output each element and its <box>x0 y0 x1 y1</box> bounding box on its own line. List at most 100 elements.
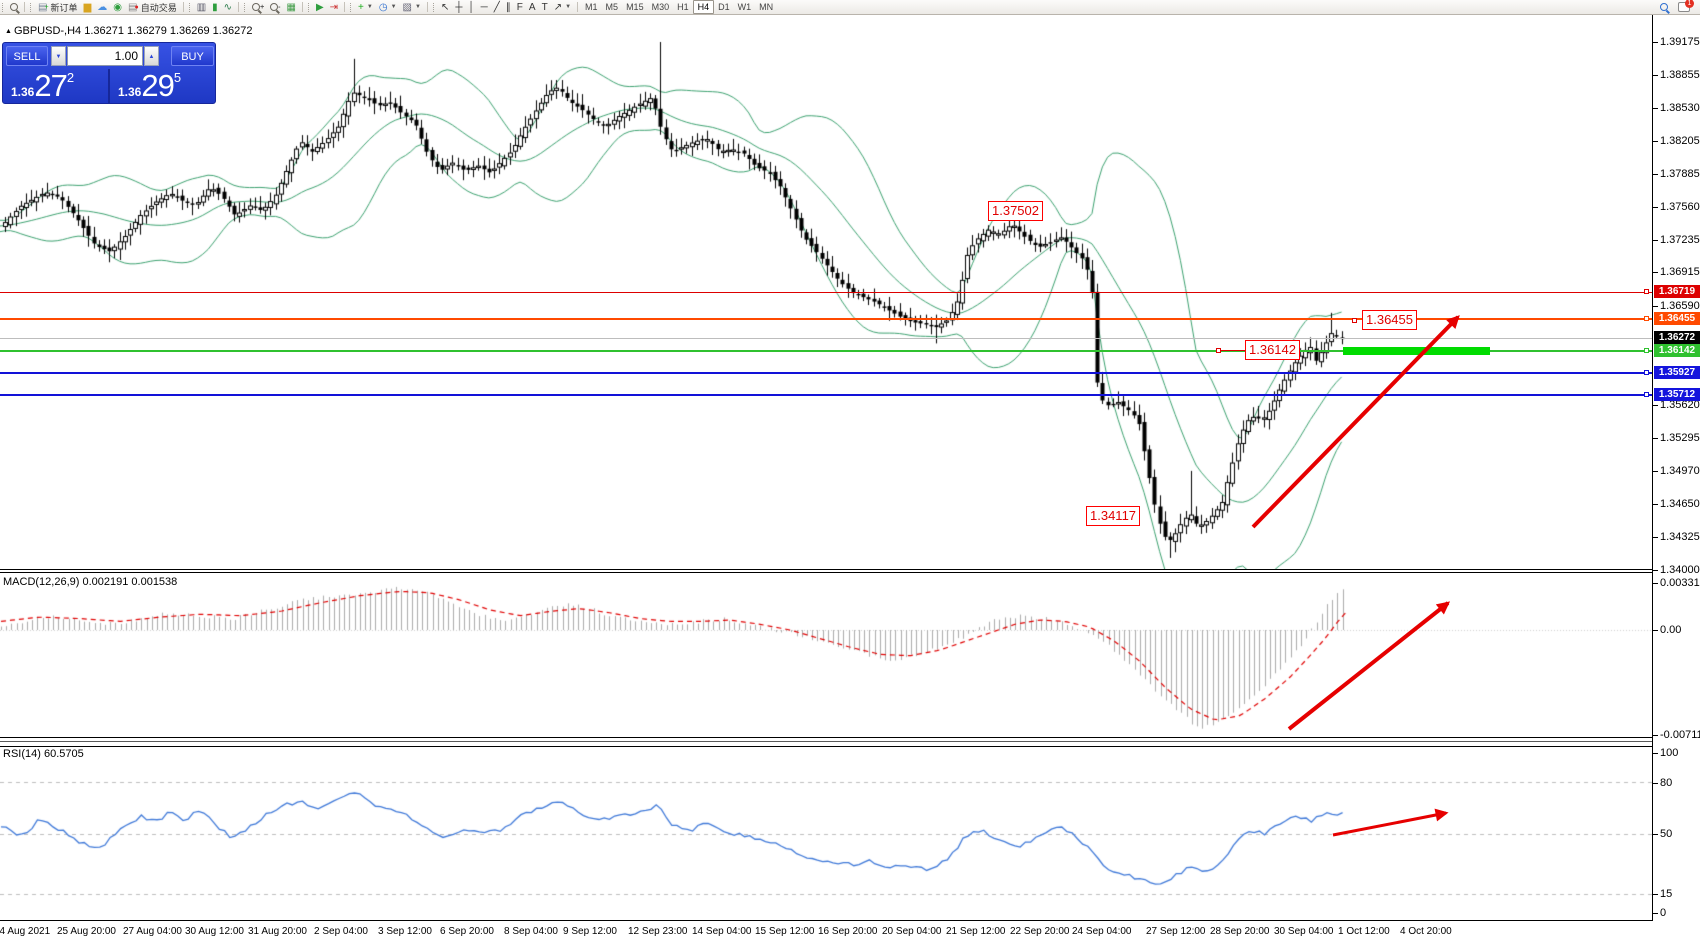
rsi-canvas[interactable] <box>0 747 1652 920</box>
volume-input[interactable] <box>67 46 143 66</box>
notifications-icon[interactable]: 1 <box>1678 0 1694 12</box>
trendline-icon: ╱ <box>493 1 500 13</box>
cursor-icon[interactable]: ↖ <box>438 1 452 14</box>
line-anchor-handle[interactable] <box>1644 316 1649 321</box>
volume-increase-button[interactable]: ▲ <box>144 46 159 66</box>
price-annotation[interactable]: 1.36455 <box>1362 310 1417 330</box>
search-icon[interactable] <box>7 1 21 14</box>
line-anchor-handle[interactable] <box>1644 348 1649 353</box>
channel-icon[interactable]: ∥ <box>503 1 514 14</box>
signals-icon[interactable]: ◉ <box>110 1 125 14</box>
line-anchor-handle[interactable] <box>1644 392 1649 397</box>
candle-chart-icon[interactable]: ▮ <box>209 1 221 14</box>
line-anchor-handle[interactable] <box>1644 370 1649 375</box>
volume-decrease-button[interactable]: ▼ <box>51 46 66 66</box>
sell-price[interactable]: 1.36272 <box>11 68 74 103</box>
timeframe-h1[interactable]: H1 <box>677 2 689 12</box>
price-axis-tag: 1.35927 <box>1654 366 1700 379</box>
line-anchor-handle[interactable] <box>1644 289 1649 294</box>
macd-axis-tick: 0.00 <box>1652 624 1682 636</box>
symbol-search-icon[interactable] <box>1660 3 1668 11</box>
price-tick: 1.38530 <box>1653 102 1700 114</box>
chart-title: ▲ GBPUSD-,H4 1.36271 1.36279 1.36269 1.36… <box>5 25 252 37</box>
periods-icon: ◷ <box>378 1 388 13</box>
arrows-icon[interactable]: ↗ ▼ <box>551 1 574 14</box>
zoom-out-icon <box>270 3 279 11</box>
panel-splitter[interactable] <box>0 741 1652 742</box>
time-tick-label: 2 Sep 04:00 <box>314 926 368 937</box>
deposit-gold-icon: ▆ <box>83 1 92 13</box>
deposit-gold-icon[interactable]: ▆ <box>81 1 95 14</box>
price-tick: 1.34325 <box>1653 531 1700 543</box>
sell-button[interactable]: SELL <box>6 46 48 66</box>
indicators-icon: + <box>358 1 364 13</box>
vertical-line-icon[interactable]: │ <box>465 1 477 14</box>
buy-price[interactable]: 1.36295 <box>118 68 181 103</box>
autotrading-button[interactable]: ▤ ● 自动交易 <box>125 1 180 14</box>
text-icon[interactable]: A <box>526 1 539 14</box>
price-tick: 1.38855 <box>1653 69 1700 81</box>
timeframe-h4[interactable]: H4 <box>692 0 715 14</box>
line-chart-icon[interactable]: ∿ <box>221 1 235 14</box>
timeframe-m30[interactable]: M30 <box>651 2 670 12</box>
macd-axis-tick: 0.003315 <box>1653 577 1700 590</box>
timeframe-d1[interactable]: D1 <box>718 2 730 12</box>
time-tick-label: 30 Aug 12:00 <box>185 926 244 937</box>
bar-chart-icon: ▥ <box>196 1 207 13</box>
periods-button[interactable]: ◷ ▼ <box>376 1 400 14</box>
community-cloud-icon[interactable]: ☁ <box>94 1 110 14</box>
zoom-sign: - <box>278 3 281 11</box>
chevron-down-icon[interactable]: ▼ <box>414 4 421 10</box>
fibonacci-icon[interactable]: F <box>514 1 526 14</box>
chart-shift-icon[interactable]: ⇥ <box>327 1 341 14</box>
tile-windows-icon[interactable]: ▦ <box>284 1 299 14</box>
buy-button[interactable]: BUY <box>171 46 214 66</box>
toolbar-separator <box>238 2 240 12</box>
horizontal-level-line[interactable] <box>0 372 1652 374</box>
toolbar-separator <box>301 2 303 12</box>
chevron-down-icon[interactable]: ▼ <box>366 4 373 10</box>
new-order-button[interactable]: ▤ + 新订单 <box>35 1 81 14</box>
rsi-label: RSI(14) 60.5705 <box>3 748 84 760</box>
zoom-out-icon[interactable]: - <box>267 1 283 14</box>
crosshair-icon[interactable]: ┼ <box>452 1 465 14</box>
horizontal-level-line[interactable] <box>0 318 1652 320</box>
price-annotation[interactable]: 1.36142 <box>1245 340 1300 360</box>
price-tick: 1.38205 <box>1653 135 1700 147</box>
chevron-down-icon[interactable]: ▼ <box>390 4 397 10</box>
chevron-down-icon[interactable]: ▼ <box>565 4 572 10</box>
trendline-icon[interactable]: ╱ <box>491 1 503 14</box>
autotrading-button-label: 自动交易 <box>140 2 177 13</box>
label-icon[interactable]: T <box>539 1 551 14</box>
icon-overlay: + <box>44 3 49 11</box>
vertical-line-icon: │ <box>468 1 475 13</box>
horizontal-level-line[interactable] <box>0 338 1652 339</box>
horizontal-level-line[interactable] <box>0 394 1652 396</box>
macd-canvas[interactable] <box>0 573 1652 737</box>
buy-price-big: 29 <box>141 68 174 103</box>
horizontal-level-line[interactable] <box>0 292 1652 293</box>
autoscroll-icon[interactable]: ▶ <box>313 1 327 14</box>
horizontal-line-icon[interactable]: ─ <box>478 1 491 14</box>
annotation-anchor[interactable] <box>1216 348 1221 353</box>
price-annotation[interactable]: 1.37502 <box>988 201 1043 221</box>
timeframe-mn[interactable]: MN <box>759 2 774 12</box>
timeframe-m15[interactable]: M15 <box>626 2 644 12</box>
indicators-button[interactable]: + ▼ <box>355 1 376 14</box>
bar-chart-icon[interactable]: ▥ <box>194 1 209 14</box>
rsi-axis-tick: 15 <box>1652 888 1673 900</box>
timeframe-m1[interactable]: M1 <box>585 2 598 12</box>
time-tick-label: 1 Oct 12:00 <box>1338 926 1390 937</box>
price-tick: 1.35620 <box>1653 399 1700 411</box>
price-divider <box>108 69 110 103</box>
price-annotation[interactable]: 1.34117 <box>1086 506 1141 526</box>
timeframe-m5[interactable]: M5 <box>605 2 619 12</box>
horizontal-level-line[interactable] <box>0 350 1652 352</box>
support-zone-bar[interactable] <box>1343 347 1490 355</box>
time-tick-label: 20 Sep 04:00 <box>882 926 942 937</box>
timeframe-w1[interactable]: W1 <box>737 2 752 12</box>
zoom-in-icon[interactable]: + <box>249 1 267 14</box>
annotation-anchor[interactable] <box>1352 318 1357 323</box>
templates-button[interactable]: ▧ ▼ <box>400 1 424 14</box>
